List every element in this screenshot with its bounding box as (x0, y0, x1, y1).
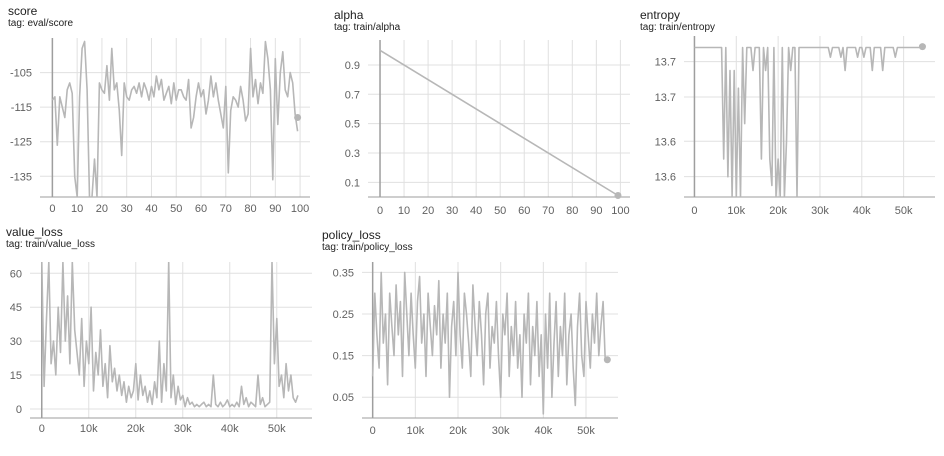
y-tick-label: 13.6 (655, 136, 676, 148)
y-tick-label: 60 (10, 268, 22, 280)
x-tick-label: 30k (174, 423, 192, 435)
x-tick-label: 20k (769, 205, 787, 217)
chart-tag: tag: train/entropy (640, 22, 716, 33)
y-tick-label: 0 (16, 404, 22, 416)
last-value-point (294, 114, 302, 121)
x-tick-label: 0 (691, 205, 697, 217)
chart-tag: tag: eval/score (8, 18, 74, 29)
x-tick-label: 40k (534, 425, 552, 437)
x-tick-label: 50k (577, 425, 595, 437)
y-tick-label: -115 (11, 102, 32, 114)
y-tick-label: 13.6 (655, 172, 676, 184)
x-tick-label: 80 (566, 205, 578, 217)
y-tick-label: 0.25 (333, 309, 354, 321)
y-tick-label: -105 (10, 68, 32, 80)
y-tick-label: 0.9 (345, 60, 360, 72)
chart-title: value_loss (6, 225, 63, 239)
x-tick-label: 50k (268, 423, 286, 435)
y-tick-label: 13.7 (655, 92, 676, 104)
series-line (51, 40, 299, 197)
x-tick-label: 0 (49, 203, 55, 215)
x-tick-label: 10 (71, 203, 83, 215)
chart-tag: tag: train/alpha (334, 22, 401, 33)
y-tick-label: -135 (10, 171, 32, 183)
x-tick-label: 10k (80, 423, 98, 435)
x-tick-label: 50k (895, 205, 913, 217)
x-tick-label: 20k (127, 423, 145, 435)
x-tick-label: 40 (145, 203, 157, 215)
y-tick-label: 30 (10, 336, 22, 348)
x-tick-label: 70 (220, 203, 232, 215)
x-tick-label: 0 (370, 425, 376, 437)
value-loss-chart[interactable]: 0 10k 20k 30k 40k 50k 60 45 30 15 0 (0, 0, 320, 456)
x-tick-label: 0 (377, 205, 383, 217)
x-tick-label: 40k (221, 423, 239, 435)
y-tick-label: 0.35 (333, 267, 354, 279)
chart-title: entropy (640, 8, 681, 22)
series-line (379, 49, 619, 197)
policy-loss-chart[interactable]: 0 10k 20k 30k 40k 50k 0.35 0.25 0.15 0.05 (0, 0, 640, 456)
entropy-chart[interactable]: 0 10k 20k 30k 40k 50k 13.7 13.7 13.6 13.6 (0, 0, 944, 225)
series-line (694, 46, 923, 197)
x-tick-label: 50 (494, 205, 506, 217)
x-tick-label: 30k (492, 425, 510, 437)
x-tick-label: 30k (811, 205, 829, 217)
y-tick-label: 15 (10, 370, 22, 382)
x-tick-label: 20k (449, 425, 467, 437)
x-tick-label: 60 (195, 203, 207, 215)
x-tick-label: 50 (170, 203, 182, 215)
x-tick-label: 10k (727, 205, 745, 217)
x-tick-label: 10k (406, 425, 424, 437)
last-value-point (614, 192, 622, 200)
x-tick-label: 10 (398, 205, 410, 217)
y-tick-label: 0.3 (345, 148, 360, 160)
x-tick-label: 70 (542, 205, 554, 217)
last-value-point (918, 43, 926, 51)
chart-title: policy_loss (322, 228, 381, 242)
x-tick-label: 100 (611, 205, 629, 217)
x-tick-label: 60 (518, 205, 530, 217)
x-tick-label: 40k (853, 205, 871, 217)
x-tick-label: 20 (96, 203, 108, 215)
y-tick-label: -125 (10, 137, 32, 149)
y-tick-label: 0.1 (345, 177, 360, 189)
x-tick-label: 0 (39, 423, 45, 435)
x-tick-label: 80 (244, 203, 256, 215)
x-tick-label: 100 (291, 203, 309, 215)
series-line (41, 262, 299, 408)
x-tick-label: 30 (121, 203, 133, 215)
x-tick-label: 90 (590, 205, 602, 217)
y-tick-label: 13.7 (655, 57, 676, 69)
chart-tag: tag: train/policy_loss (322, 242, 413, 253)
chart-tag: tag: train/value_loss (6, 239, 95, 250)
x-tick-label: 40 (470, 205, 482, 217)
score-chart[interactable]: 0 10 20 30 40 50 60 70 80 90 100 -105 -115 -125 -135 (0, 0, 320, 225)
y-tick-label: 0.15 (333, 351, 354, 363)
x-tick-label: 20 (422, 205, 434, 217)
x-tick-label: 90 (269, 203, 281, 215)
chart-title: alpha (334, 8, 364, 22)
series-line (371, 271, 608, 415)
y-tick-label: 45 (10, 302, 22, 314)
y-tick-label: 0.05 (333, 392, 354, 404)
last-value-point (603, 356, 611, 364)
y-tick-label: 0.7 (345, 89, 360, 101)
chart-title: score (8, 4, 38, 18)
y-tick-label: 0.5 (345, 119, 360, 131)
x-tick-label: 30 (446, 205, 458, 217)
